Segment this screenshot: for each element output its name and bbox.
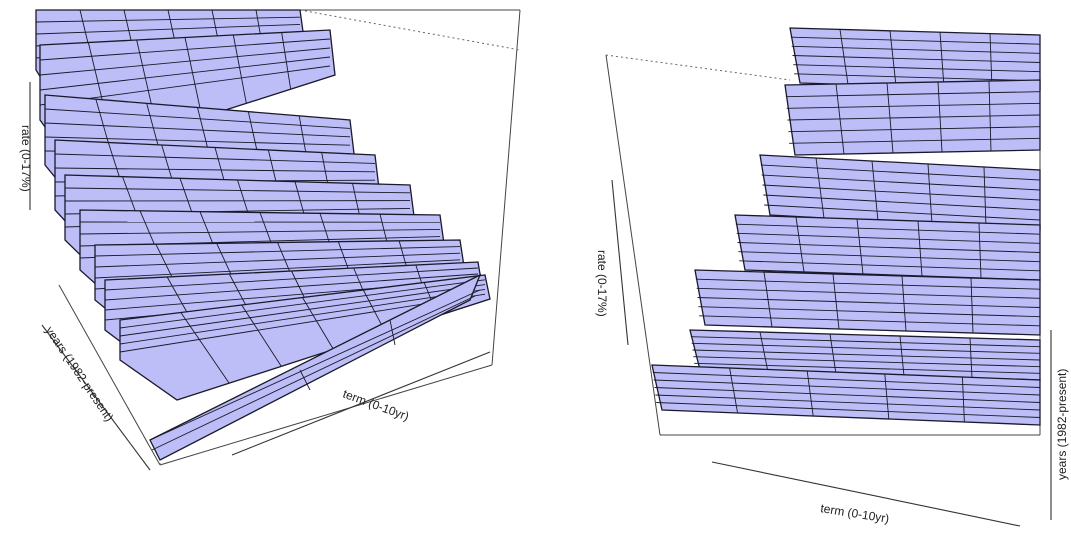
right-surface-layer-gridline xyxy=(762,184,1041,201)
left-surface-ridge-gridline xyxy=(39,47,331,76)
left-surface-ridge-gridline xyxy=(39,56,331,91)
left-surface-ridge-gridline xyxy=(94,246,461,257)
left-surface-ridge-gridline xyxy=(79,228,441,235)
right-surface-layer-gridline xyxy=(786,102,1041,109)
right-plot: rate (0-17%) term (0-10yr) years (1982-p… xyxy=(595,27,1069,527)
left-surface-ridge-gridline xyxy=(44,122,351,138)
right-surface-layer-gridline xyxy=(739,260,1041,272)
left-surface xyxy=(35,9,491,461)
left-surface-ridge-gridline xyxy=(180,312,230,384)
left-surface-base-gridline xyxy=(149,289,481,441)
right-surface-layer-gridline xyxy=(794,73,1041,82)
left-surface-ridge-gridline xyxy=(232,34,247,104)
left-surface-base-gridline xyxy=(151,295,476,451)
left-surface-ridge-gridline xyxy=(94,252,461,268)
right-surface-layer-gridline xyxy=(790,36,1041,45)
right-surface-layer-gridline xyxy=(789,137,1041,144)
left-surface-ridge-gridline xyxy=(119,288,486,345)
right-surface-layer-gridline xyxy=(785,91,1041,98)
left-surface-ridge-gridline xyxy=(44,136,351,146)
right-surface-layer-gridline xyxy=(697,297,1041,308)
right-surface-layer-gridline xyxy=(699,315,1041,327)
right-surface-layer-gridline xyxy=(653,379,1041,396)
right-surface-layer-gridline xyxy=(698,306,1041,318)
right-surface-layer-gridline xyxy=(652,372,1041,388)
left-surface-base-gridline xyxy=(299,369,311,391)
left-surface-ridge-gridline xyxy=(184,37,203,118)
left-surface-ridge-gridline xyxy=(241,304,282,367)
left-surface-ridge-gridline xyxy=(39,38,331,61)
right-surface-layer-gridline xyxy=(736,232,1041,244)
left-z-axis-label: rate (0-17%) xyxy=(19,125,33,192)
right-surface-layer-gridline xyxy=(760,164,1041,181)
right-surface-layer-gridline xyxy=(654,387,1041,403)
left-surface-ridge-gridline xyxy=(104,267,479,291)
right-x-axis-label: term (0-10yr) xyxy=(820,501,891,526)
right-y-axis-label: years (1982-present) xyxy=(1055,369,1069,480)
left-surface-ridge-gridline xyxy=(302,297,334,350)
left-surface-ridge-gridline xyxy=(35,23,301,35)
right-z-axis-label: rate (0-17%) xyxy=(595,250,609,317)
left-x-axis-arrow xyxy=(231,351,491,456)
right-surface-layer-gridline xyxy=(695,278,1041,290)
right-surface-layer-gridline xyxy=(696,287,1041,299)
left-surface-ridge-gridline xyxy=(54,153,376,164)
right-surface-layer-gridline xyxy=(788,126,1041,133)
right-x-axis-arrow xyxy=(711,461,1021,527)
right-surface-layer-gridline xyxy=(655,394,1041,411)
right-surface xyxy=(651,27,1041,426)
right-surface-layer-gridline xyxy=(693,356,1041,368)
left-surface-base-gridline xyxy=(389,319,396,346)
left-plot: rate (0-17%) years (1982-present) term (… xyxy=(19,9,521,471)
left-surface-ridge-gridline xyxy=(119,279,486,329)
right-surface-layer-gridline xyxy=(787,114,1041,121)
right-surface-layer-gridline xyxy=(738,251,1041,263)
left-surface-ridge-gridline xyxy=(104,273,479,301)
left-surface-ridge-gridline xyxy=(64,187,411,194)
right-surface-layer-gridline xyxy=(793,64,1041,73)
left-surface-ridge-gridline xyxy=(35,16,301,23)
right-surface-layer-gridline xyxy=(691,342,1041,354)
right-surface-layer-gridline xyxy=(791,45,1041,54)
left-surface-ridge-gridline xyxy=(44,108,351,129)
left-surface-ridge-gridline xyxy=(54,167,376,173)
right-surface-layer-gridline xyxy=(764,204,1041,221)
right-surface-layer-gridline xyxy=(763,194,1041,211)
right-surface-layer-gridline xyxy=(737,242,1041,253)
right-surface-layer-gridline xyxy=(735,223,1041,235)
right-surface-layer-gridline xyxy=(656,402,1041,418)
right-surface-layer-gridline xyxy=(692,349,1041,361)
left-surface-ridge-gridline xyxy=(94,259,461,279)
left-surface-base xyxy=(149,273,482,461)
right-surface-layer-gridline xyxy=(694,362,1041,374)
left-y-axis-arrow xyxy=(41,324,151,471)
left-surface-ridge-gridline xyxy=(119,284,486,337)
left-y-axis-label: years (1982-present) xyxy=(43,324,117,424)
right-z-axis-arrow xyxy=(611,179,629,346)
right-surface-layer-gridline xyxy=(761,174,1041,191)
right-surface-layer-gridline xyxy=(690,336,1041,348)
right-surface-layer-gridline xyxy=(792,55,1041,63)
